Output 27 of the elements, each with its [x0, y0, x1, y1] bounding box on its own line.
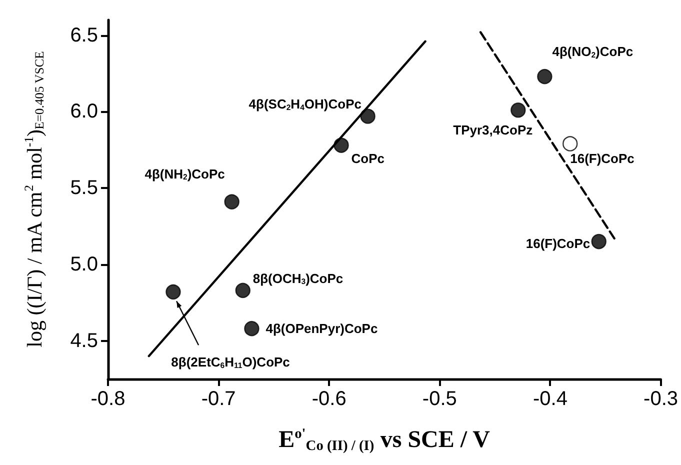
x-tick-label: -0.4	[532, 388, 568, 410]
y-axis-title: log ((I/Γ) / mA cm2 mol-1)E=0.405 VSCE	[22, 50, 46, 348]
x-tick-label: -0.7	[201, 388, 236, 410]
point	[244, 320, 260, 336]
x-tick-label: -0.5	[422, 388, 457, 410]
x-tick-label: -0.8	[90, 388, 126, 410]
y-tick-label: 5.0	[70, 253, 98, 276]
x-tick-label: -0.6	[312, 388, 346, 410]
x-tick-label: -0.3	[644, 388, 678, 410]
point	[334, 138, 349, 153]
annotation: CoPc	[351, 150, 385, 166]
annotation: 16(F)CoPc	[570, 151, 634, 166]
point	[235, 282, 250, 298]
point	[537, 68, 552, 84]
y-tick-label: 6.0	[70, 100, 98, 123]
annotation: 16(F)CoPc	[526, 236, 590, 252]
point	[224, 194, 240, 210]
point	[166, 284, 181, 300]
point	[562, 136, 578, 152]
point	[360, 108, 376, 124]
annotation: 4β(OPenPyr)CoPc	[266, 321, 378, 336]
point	[510, 102, 526, 118]
annotation: TPyr3,4CoPz	[453, 122, 534, 138]
y-tick-label: 4.5	[70, 330, 98, 352]
y-tick-label: 6.5	[70, 24, 98, 46]
y-tick-label: 5.5	[70, 177, 98, 200]
point	[591, 234, 606, 250]
